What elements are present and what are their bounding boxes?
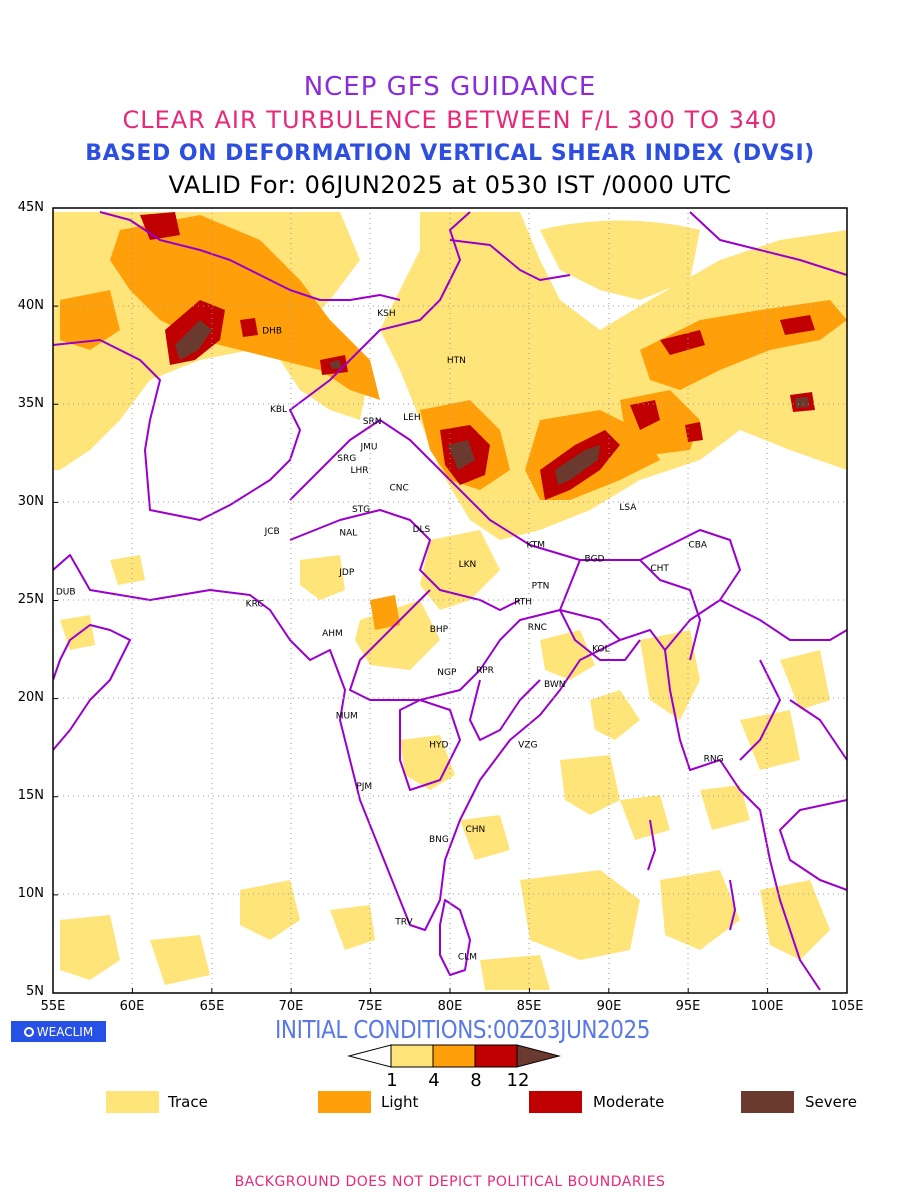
station-labels: KSH DHB HTN KBL SRN LEH JMU SRG LHR CNC STG NAL JCB D… — [56, 309, 724, 963]
title-line-1: NCEP GFS GUIDANCE — [303, 72, 597, 102]
lon-label: 75E — [357, 999, 383, 1014]
lat-label: 15N — [17, 788, 44, 803]
legend-label-light: Light — [381, 1093, 419, 1111]
lon-label: 80E — [437, 999, 463, 1014]
legend-swatch-moderate — [529, 1091, 582, 1113]
station-label-dub: DUB — [56, 588, 76, 598]
legend-label-moderate: Moderate — [593, 1093, 665, 1111]
colorbar — [347, 1044, 561, 1068]
lon-label: 70E — [278, 999, 304, 1014]
station-label-lhr: LHR — [350, 466, 368, 476]
station-label-vzg: VZG — [518, 741, 537, 751]
station-label-ahm: AHM — [322, 629, 343, 639]
colorbar-segment-moderate — [474, 1044, 518, 1068]
station-label-jcb: JCB — [264, 527, 280, 537]
station-label-bhp: BHP — [430, 625, 449, 635]
colorbar-label: 4 — [428, 1070, 440, 1091]
station-label-htn: HTN — [447, 356, 466, 366]
station-label-clm: CLM — [458, 953, 477, 963]
station-label-bwn: BWN — [544, 680, 566, 690]
lon-label: 55E — [40, 999, 66, 1014]
lon-label: 65E — [199, 999, 225, 1014]
axis-ticks — [52, 207, 848, 994]
station-label-hyd: HYD — [429, 741, 448, 751]
legend-swatch-light — [318, 1091, 371, 1113]
colorbar-high-arrow — [516, 1044, 561, 1068]
station-label-krc: KRC — [246, 599, 264, 609]
logo-text: WEACLIM — [36, 1024, 94, 1039]
lat-label: 30N — [17, 494, 44, 509]
station-label-dls: DLS — [413, 525, 431, 535]
colorbar-label: 1 — [386, 1070, 398, 1091]
station-label-srg: SRG — [337, 454, 356, 464]
station-label-cba: CBA — [688, 541, 707, 551]
lon-label: 95E — [675, 999, 701, 1014]
colorbar-label: 8 — [470, 1070, 482, 1091]
station-label-jdp: JDP — [338, 568, 355, 578]
severe-areas — [175, 320, 809, 485]
station-label-rth: RTH — [514, 597, 532, 607]
station-label-cht: CHT — [650, 564, 669, 574]
coastline-boundary-layer — [53, 211, 847, 991]
station-label-ktm: KTM — [527, 541, 545, 551]
footer-note: BACKGROUND DOES NOT DEPICT POLITICAL BOU… — [234, 1174, 666, 1190]
station-label-kbl: KBL — [270, 405, 287, 415]
colorbar-segment-light — [432, 1044, 476, 1068]
station-label-mum: MUM — [336, 711, 358, 721]
lon-label: 105E — [830, 999, 864, 1014]
title-line-2: CLEAR AIR TURBULENCE BETWEEN F/L 300 TO … — [122, 106, 778, 134]
station-label-lsa: LSA — [619, 503, 637, 513]
lon-label: 60E — [119, 999, 145, 1014]
station-label-stg: STG — [352, 505, 370, 515]
station-label-kol: KOL — [592, 645, 610, 655]
station-label-rng: RNG — [704, 754, 724, 764]
station-label-rpr: RPR — [476, 666, 494, 676]
title-line-3: BASED ON DEFORMATION VERTICAL SHEAR INDE… — [85, 141, 815, 166]
graticule — [53, 208, 847, 993]
lon-label: 100E — [750, 999, 784, 1014]
station-label-bgd: BGD — [585, 554, 605, 564]
colorbar-label: 12 — [506, 1070, 530, 1091]
station-label-nal: NAL — [339, 529, 357, 539]
station-label-bng: BNG — [429, 835, 449, 845]
colorbar-segment-trace — [390, 1044, 434, 1068]
lat-label: 45N — [17, 200, 44, 215]
lon-label: 90E — [596, 999, 622, 1014]
station-label-trv: TRV — [394, 917, 413, 927]
station-label-rnc: RNC — [528, 623, 547, 633]
lat-label: 35N — [17, 396, 44, 411]
lat-label: 25N — [17, 592, 44, 607]
initial-conditions: INITIAL CONDITIONS:00Z03JUN2025 — [275, 1015, 651, 1044]
station-label-srn: SRN — [363, 417, 382, 427]
station-label-cnc: CNC — [390, 484, 409, 494]
legend-label-trace: Trace — [168, 1093, 208, 1111]
lat-label: 10N — [17, 886, 44, 901]
lat-label: 5N — [26, 984, 44, 999]
colorbar-low-arrow — [347, 1044, 392, 1068]
logo-ring-icon — [23, 1026, 34, 1037]
lat-label: 40N — [17, 298, 44, 313]
valid-time: VALID For: 06JUN2025 at 0530 IST /0000 U… — [168, 171, 732, 199]
lat-label: 20N — [17, 690, 44, 705]
station-label-jmu: JMU — [360, 442, 378, 452]
station-label-ngp: NGP — [437, 668, 457, 678]
station-label-pjm: PJM — [356, 782, 372, 792]
legend-swatch-trace — [106, 1091, 159, 1113]
lon-label: 85E — [516, 999, 542, 1014]
legend-label-severe: Severe — [805, 1093, 857, 1111]
legend-swatch-severe — [741, 1091, 794, 1113]
turbulence-field-layer — [53, 212, 847, 990]
station-label-leh: LEH — [403, 413, 420, 423]
station-label-ksh: KSH — [377, 309, 395, 319]
station-label-dhb: DHB — [262, 327, 282, 337]
station-label-chn: CHN — [466, 825, 486, 835]
station-label-lkn: LKN — [459, 560, 477, 570]
weaclim-logo: WEACLIM — [11, 1021, 106, 1042]
station-label-ptn: PTN — [532, 582, 550, 592]
